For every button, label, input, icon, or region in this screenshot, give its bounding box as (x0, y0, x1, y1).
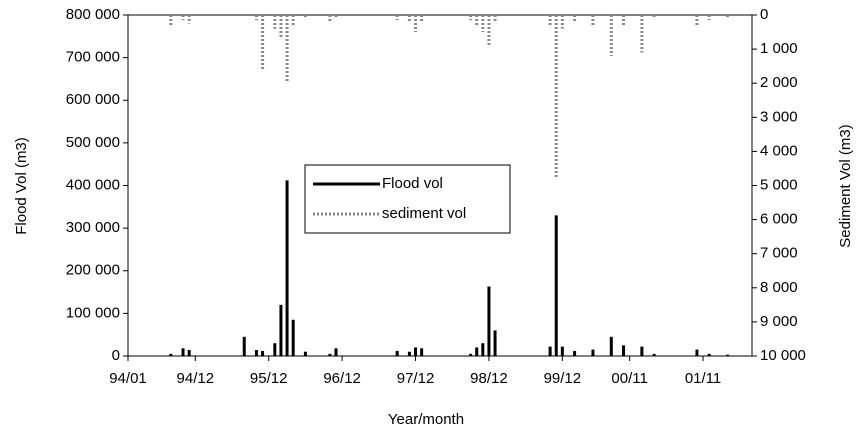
x-tick-label: 00/11 (611, 370, 647, 387)
y2-tick-label: 5 000 (760, 176, 798, 193)
y-tick-label: 300 000 (66, 219, 120, 236)
y2-tick-label: 10 000 (760, 347, 806, 364)
legend-box (304, 164, 511, 234)
x-tick-label: 98/12 (470, 370, 508, 387)
x-tick-label: 96/12 (323, 370, 361, 387)
y-tick-label: 700 000 (66, 49, 120, 66)
y2-tick-label: 2 000 (760, 74, 798, 91)
y-tick-label: 500 000 (66, 134, 120, 151)
y2-tick-label: 0 (760, 6, 768, 23)
y2-tick-label: 4 000 (760, 142, 798, 159)
y-tick-label: 800 000 (66, 6, 120, 23)
y-axis-label: Flood Vol (m3) (13, 137, 30, 235)
x-tick-label: 94/12 (177, 370, 215, 387)
y2-tick-label: 8 000 (760, 279, 798, 296)
x-tick-label: 99/12 (544, 370, 582, 387)
y2-tick-label: 3 000 (760, 108, 798, 125)
y-tick-label: 600 000 (66, 91, 120, 108)
legend-label: sediment vol (382, 205, 466, 222)
y-tick-label: 0 (112, 347, 120, 364)
y2-tick-label: 7 000 (760, 245, 798, 262)
y2-axis-label: Sediment Vol (m3) (837, 124, 854, 247)
legend-label: Flood vol (382, 175, 443, 192)
x-tick-label: 97/12 (397, 370, 435, 387)
x-tick-label: 94/01 (109, 370, 147, 387)
y2-tick-label: 9 000 (760, 313, 798, 330)
x-axis-label: Year/month (388, 411, 464, 428)
y-tick-label: 400 000 (66, 176, 120, 193)
y-tick-label: 200 000 (66, 262, 120, 279)
x-tick-label: 01/11 (685, 370, 721, 387)
y-tick-label: 100 000 (66, 304, 120, 321)
y2-tick-label: 1 000 (760, 40, 798, 57)
y2-tick-label: 6 000 (760, 211, 798, 228)
x-tick-label: 95/12 (250, 370, 288, 387)
